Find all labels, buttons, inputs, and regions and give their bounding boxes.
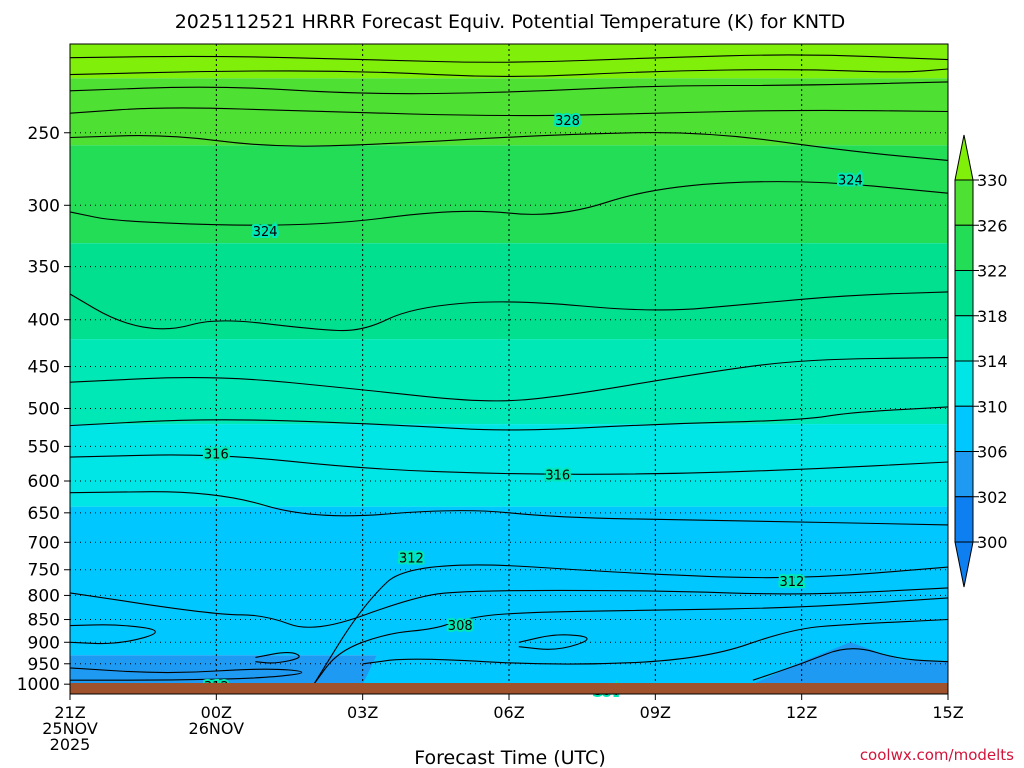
temperature-band (70, 339, 948, 425)
contour-line (518, 634, 588, 650)
contour-label: 324 (253, 225, 278, 240)
x-tick-label: 06Z (493, 703, 524, 722)
contour-line (69, 68, 949, 77)
x-tick-label: 00Z (201, 703, 232, 722)
contour-line (69, 291, 949, 332)
y-tick-label: 700 (28, 533, 60, 553)
x-tick-label: 2025 (50, 735, 91, 754)
y-tick-label: 500 (28, 399, 60, 419)
x-axis-label: Forecast Time (UTC) (414, 747, 605, 768)
coldest-pocket (752, 642, 948, 694)
y-tick-label: 250 (28, 124, 60, 144)
colorbar-label: 314 (977, 352, 1008, 371)
y-tick-label: 550 (28, 437, 60, 457)
contour-line (69, 132, 949, 161)
colorbar-bottom-arrow (954, 541, 974, 588)
colorbar-label: 322 (977, 262, 1008, 281)
pressure-axis: 2503003504004505005506006507007508008509… (17, 124, 70, 695)
colorbar-swatch (954, 270, 974, 317)
colorbar-swatch (954, 451, 974, 498)
contour-line (69, 81, 949, 95)
colorbar-swatch (954, 405, 974, 452)
x-tick-label: 12Z (786, 703, 817, 722)
x-tick-label: 21Z (54, 703, 85, 722)
colorbar-label: 310 (977, 397, 1008, 416)
colorbar-label: 306 (977, 443, 1008, 462)
contour-line (752, 648, 949, 681)
ground-bar (70, 683, 948, 694)
y-tick-label: 900 (28, 633, 60, 653)
contour-line (69, 107, 949, 117)
contour-lines (69, 54, 949, 685)
y-tick-label: 750 (28, 561, 60, 581)
contour-line (69, 181, 949, 226)
y-tick-label: 400 (28, 311, 60, 331)
colorbar: 330 326 322 318 314 310 306 302 300 (954, 134, 1008, 588)
colorbar-top-arrow (954, 134, 974, 181)
colorbar-swatch (954, 179, 974, 226)
colorbar-label: 300 (977, 533, 1008, 552)
contour-line (69, 454, 949, 475)
contour-line (69, 54, 949, 63)
contour-label: 328 (555, 114, 580, 129)
colorbar-swatch (954, 496, 974, 543)
y-tick-label: 1000 (17, 675, 60, 695)
y-tick-label: 350 (28, 258, 60, 278)
contour-label: 312 (399, 551, 424, 566)
colorbar-label: 326 (977, 216, 1008, 235)
x-tick-label: 03Z (347, 703, 378, 722)
colorbar-swatch (954, 224, 974, 271)
x-tick-label: 09Z (640, 703, 671, 722)
contour-label: 316 (204, 448, 229, 463)
contour-label: 308 (448, 619, 473, 634)
contour-line (313, 564, 949, 685)
colorbar-swatch (954, 315, 974, 362)
contour-line (69, 491, 949, 526)
contour-line (69, 357, 949, 402)
colorbar-label: 302 (977, 488, 1008, 507)
chart-title: 2025112521 HRRR Forecast Equiv. Potentia… (175, 11, 846, 33)
contour-line (362, 618, 949, 665)
colorbar-label: 318 (977, 307, 1008, 326)
contour-label: 312 (779, 575, 804, 590)
contour-line (69, 624, 156, 645)
credit-link[interactable]: coolwx.com/modelts (860, 746, 1014, 764)
colorbar-label: 330 (977, 171, 1008, 190)
contour-line (69, 406, 949, 431)
contour-line (69, 667, 303, 681)
contour-line (313, 597, 949, 685)
x-tick-label: 25NOV (42, 719, 98, 738)
contour-line (255, 652, 300, 664)
y-tick-label: 300 (28, 196, 60, 216)
x-tick-label: 15Z (932, 703, 963, 722)
x-tick-label: 26NOV (189, 719, 245, 738)
contour-label: 324 (838, 173, 863, 188)
contour-line (69, 587, 949, 628)
contour-label: 316 (545, 468, 570, 483)
y-tick-label: 850 (28, 611, 60, 631)
y-tick-label: 600 (28, 472, 60, 492)
y-tick-label: 950 (28, 655, 60, 675)
y-tick-label: 650 (28, 504, 60, 524)
y-tick-label: 450 (28, 358, 60, 378)
plot-area: 328324324316316312312308312304 (69, 43, 949, 701)
colorbar-swatch (954, 360, 974, 407)
y-tick-label: 800 (28, 586, 60, 606)
